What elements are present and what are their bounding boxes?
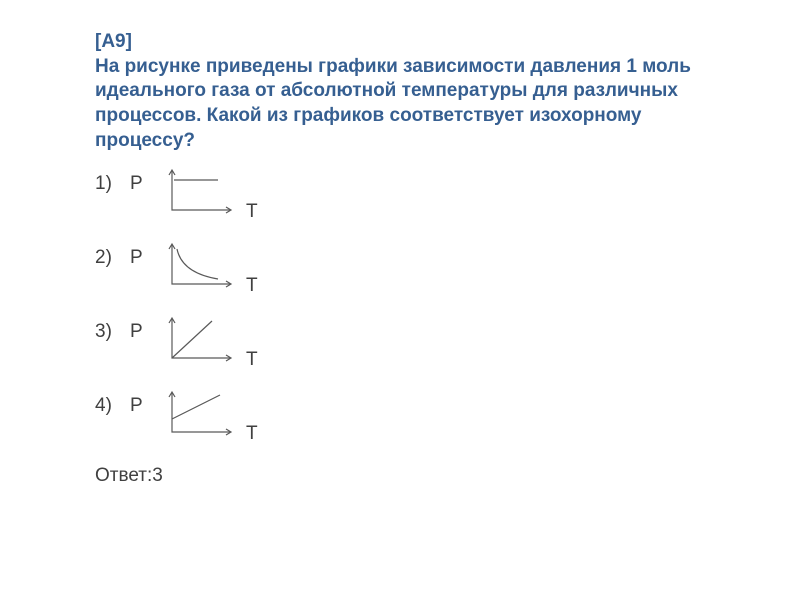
x-axis-label: T <box>240 313 258 371</box>
graph-2 <box>160 239 240 294</box>
question-text: На рисунке приведены графики зависимости… <box>95 56 691 151</box>
option-number: 1) <box>95 165 130 195</box>
line-through-origin-icon <box>172 321 212 358</box>
graph-3-svg <box>160 313 240 368</box>
option-4: 4) P T <box>95 387 740 457</box>
option-number: 2) <box>95 239 130 269</box>
y-axis-label: P <box>130 313 160 343</box>
axes-icon <box>172 245 230 284</box>
x-axis-label: T <box>240 239 258 297</box>
hyperbola-curve-icon <box>177 249 218 279</box>
option-2: 2) P T <box>95 239 740 309</box>
option-number: 3) <box>95 313 130 343</box>
graph-4 <box>160 387 240 442</box>
option-3: 3) P T <box>95 313 740 383</box>
options-list: 1) P T 2) P <box>95 165 740 487</box>
option-number: 4) <box>95 387 130 417</box>
graph-3 <box>160 313 240 368</box>
y-axis-label: P <box>130 239 160 269</box>
graph-4-svg <box>160 387 240 442</box>
graph-1-svg <box>160 165 240 220</box>
question-tag: [А9] <box>95 31 132 52</box>
x-axis-label: T <box>240 165 258 223</box>
graph-1 <box>160 165 240 220</box>
y-axis-label: P <box>130 165 160 195</box>
axes-icon <box>172 319 230 358</box>
answer-text: Ответ:3 <box>95 465 740 487</box>
slide-content: [А9] На рисунке приведены графики зависи… <box>0 0 800 507</box>
x-axis-label: T <box>240 387 258 445</box>
axes-icon <box>172 171 230 210</box>
axes-icon <box>172 393 230 432</box>
option-1: 1) P T <box>95 165 740 235</box>
y-axis-label: P <box>130 387 160 417</box>
question-header: [А9] На рисунке приведены графики зависи… <box>95 30 740 153</box>
graph-2-svg <box>160 239 240 294</box>
line-offset-icon <box>172 395 220 419</box>
